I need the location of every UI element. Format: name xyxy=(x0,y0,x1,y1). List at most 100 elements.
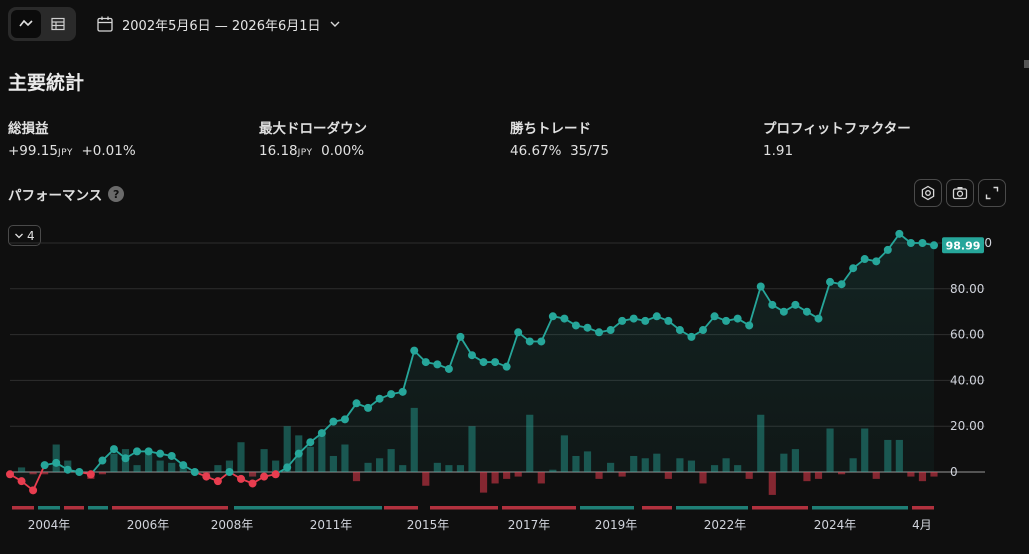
equity-point xyxy=(387,390,396,399)
chart-view-button[interactable] xyxy=(11,10,41,38)
fullscreen-button[interactable] xyxy=(978,179,1006,207)
equity-point xyxy=(271,470,280,479)
equity-point xyxy=(340,415,349,424)
stat-profit-factor: プロフィットファクター 1.91 xyxy=(763,117,911,159)
equity-point xyxy=(918,239,927,247)
equity-point xyxy=(872,257,881,266)
equity-point xyxy=(675,326,684,335)
date-range-picker[interactable]: 2002年5月6日 — 2026年6月1日 xyxy=(96,15,341,34)
x-tick-label: 2017年 xyxy=(508,518,551,532)
net-profit-percent: +0.01% xyxy=(81,143,136,159)
line-chart-icon xyxy=(19,19,33,27)
y-tick-label: 80.00 xyxy=(950,282,984,296)
equity-point xyxy=(398,387,407,396)
equity-point xyxy=(745,321,754,330)
x-tick-label: 2015年 xyxy=(407,518,450,532)
scrollbar-thumb[interactable] xyxy=(1024,60,1029,68)
x-tick-label: 2004年 xyxy=(28,518,71,532)
timeline-segment xyxy=(752,506,808,510)
equity-point xyxy=(352,399,361,408)
screenshot-button[interactable] xyxy=(946,179,974,207)
equity-point xyxy=(502,362,511,371)
bar xyxy=(283,426,291,472)
equity-point xyxy=(860,255,869,264)
equity-point xyxy=(75,468,84,476)
equity-point xyxy=(849,264,858,273)
timeline-segment xyxy=(64,506,84,510)
bar xyxy=(272,460,280,472)
chevron-down-icon xyxy=(15,233,23,238)
stat-value: 46.67% 35/75 xyxy=(510,143,609,159)
equity-line-segment xyxy=(32,464,46,491)
equity-point xyxy=(768,300,777,309)
equity-point xyxy=(364,403,373,412)
camera-icon xyxy=(952,187,968,200)
view-toggle xyxy=(8,7,76,41)
equity-point xyxy=(491,358,500,367)
bar xyxy=(214,465,222,472)
timeline-segment xyxy=(580,506,634,510)
equity-point xyxy=(571,321,580,330)
equity-point xyxy=(248,479,257,488)
equity-line-segment xyxy=(448,336,462,370)
equity-point xyxy=(410,346,419,355)
equity-point xyxy=(237,474,245,483)
equity-point xyxy=(618,316,627,325)
bar xyxy=(768,472,776,495)
bar xyxy=(41,472,49,475)
stat-win-trades: 勝ちトレード 46.67% 35/75 xyxy=(510,117,609,159)
equity-point xyxy=(895,229,904,238)
equity-point xyxy=(802,307,811,316)
collapse-button[interactable]: 4 xyxy=(8,225,41,246)
equity-point xyxy=(906,239,915,247)
win-trades-percent: 46.67% xyxy=(510,143,562,159)
performance-title-text: パフォーマンス xyxy=(8,188,103,204)
last-value-label: 98.99 xyxy=(946,239,981,252)
stat-label: 総損益 xyxy=(8,121,49,137)
equity-line-segment xyxy=(817,281,831,319)
bar xyxy=(918,472,927,482)
equity-point xyxy=(29,486,38,495)
win-trades-ratio: 35/75 xyxy=(570,143,609,159)
table-view-button[interactable] xyxy=(43,10,73,38)
bar xyxy=(237,442,245,472)
stat-label: 勝ちトレード xyxy=(510,121,591,137)
bar xyxy=(699,472,707,484)
equity-point xyxy=(525,337,534,346)
equity-point xyxy=(17,477,26,486)
collapse-count: 4 xyxy=(27,228,35,243)
settings-button[interactable] xyxy=(914,179,942,207)
bar xyxy=(907,472,915,477)
fullscreen-icon xyxy=(985,186,999,200)
x-tick-label: 4月 xyxy=(912,518,932,532)
bar xyxy=(17,467,26,472)
equity-point xyxy=(40,461,49,470)
equity-point xyxy=(306,438,315,447)
x-tick-label: 2011年 xyxy=(310,518,353,532)
help-icon[interactable]: ? xyxy=(108,186,125,202)
max-drawdown-percent: 0.00% xyxy=(321,143,365,159)
equity-line-segment xyxy=(505,332,520,367)
timeline-segment xyxy=(384,506,418,510)
equity-point xyxy=(156,449,165,458)
calendar-icon xyxy=(97,16,113,32)
bar xyxy=(618,472,626,477)
equity-point xyxy=(179,461,188,470)
bar xyxy=(803,472,811,482)
stat-value: 1.91 xyxy=(763,143,911,159)
profit-factor-value: 1.91 xyxy=(763,143,794,159)
equity-point xyxy=(583,323,592,332)
x-tick-label: 2008年 xyxy=(211,518,254,532)
equity-point xyxy=(202,472,211,481)
equity-point xyxy=(548,312,557,321)
equity-point xyxy=(317,429,326,438)
timeline-segment xyxy=(812,506,908,510)
stat-label: 最大ドローダウン xyxy=(259,121,367,137)
toolbar: 2002年5月6日 — 2026年6月1日 xyxy=(8,7,341,41)
equity-point xyxy=(433,360,442,369)
equity-point xyxy=(421,358,430,367)
equity-point xyxy=(444,364,453,373)
equity-point xyxy=(687,332,696,341)
last-value-badge xyxy=(942,237,984,254)
equity-point xyxy=(779,307,788,316)
